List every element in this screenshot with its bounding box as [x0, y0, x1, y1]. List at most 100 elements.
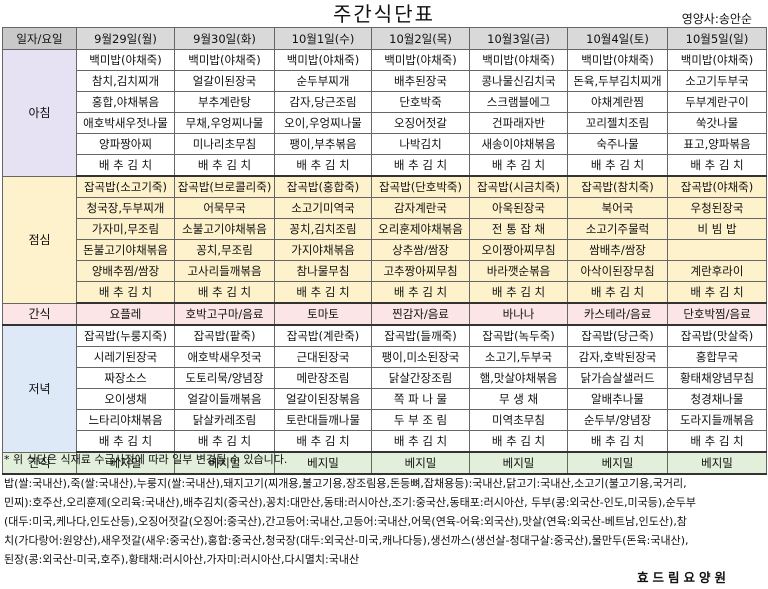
meal-row: 돈불고기야채볶음 꽁치,무조림 가지야채볶음 상추쌈/쌈장 오이짱아찌무침 쌈배추/쌈장: [3, 239, 767, 261]
menu-cell: 배 추 김 치: [174, 430, 275, 453]
menu-cell: 배추된장국: [371, 70, 470, 92]
menu-cell: 배 추 김 치: [274, 430, 372, 453]
menu-cell: 쑥갓나물: [667, 112, 767, 134]
menu-cell: 잡곡밥(당근죽): [567, 324, 668, 347]
weekly-menu-table: 일자/요일 9월29일(월) 9월30일(화) 10월1일(수) 10월2일(목…: [2, 27, 767, 475]
menu-cell: 잡곡밥(팥죽): [174, 324, 275, 347]
menu-cell: 배 추 김 치: [274, 281, 372, 304]
menu-cell: 백미밥(야채죽): [76, 49, 175, 71]
menu-cell: 참치,김치찌개: [76, 70, 175, 92]
menu-cell: 닭살카레조림: [174, 409, 275, 431]
menu-cell: 가자미,무조림: [76, 218, 175, 240]
menu-cell: 배 추 김 치: [469, 430, 568, 453]
menu-cell: 고추짱아찌무침: [371, 260, 470, 282]
menu-cell: 호박고구마/음료: [174, 302, 275, 326]
menu-cell: 가지야채볶음: [274, 239, 372, 261]
menu-cell: 메란장조림: [274, 367, 372, 389]
origin-info: 밥(쌀:국내산),죽(쌀:국내산),누룽지(쌀:국내산),돼지고기(찌개용,불고…: [4, 474, 764, 569]
menu-cell: 잡곡밥(야채죽): [667, 175, 767, 198]
menu-cell: 베지밀: [667, 451, 767, 475]
menu-cell: 배 추 김 치: [174, 281, 275, 304]
menu-cell: 청국장,두부찌개: [76, 197, 175, 219]
menu-cell: 잡곡밥(참치죽): [567, 175, 668, 198]
menu-cell: 나박김치: [371, 133, 470, 155]
menu-cell: 배 추 김 치: [567, 281, 668, 304]
page-title: 주간식단표: [333, 2, 435, 26]
menu-cell: 백미밥(야채죽): [469, 49, 568, 71]
menu-cell: 무 생 채: [469, 388, 568, 410]
menu-cell: 잡곡밥(브로콜리죽): [174, 175, 275, 198]
menu-cell: 잡곡밥(홍합죽): [274, 175, 372, 198]
menu-cell: 참나물무침: [274, 260, 372, 282]
menu-cell: 미역초무침: [469, 409, 568, 431]
nutritionist-label: 영양사:송안순: [681, 12, 752, 26]
menu-cell: 배 추 김 치: [469, 154, 568, 177]
menu-cell: 단호박죽: [371, 91, 470, 113]
menu-cell: 도라지들깨볶음: [667, 409, 767, 431]
menu-cell: 부추계란탕: [174, 91, 275, 113]
menu-cell: 바라깻순볶음: [469, 260, 568, 282]
origin-line: (대두:미국,케나다,인도산등),오징어젓갈(오징어:중국산),간고등어:국내산…: [4, 515, 687, 528]
menu-cell: 돈육,두부김치찌개: [567, 70, 668, 92]
menu-cell: 백미밥(야채죽): [174, 49, 275, 71]
menu-cell: 순두부찌개: [274, 70, 372, 92]
menu-cell: 배 추 김 치: [76, 154, 175, 177]
menu-cell: 햄,맛살야채볶음: [469, 367, 568, 389]
meal-row: 아침 백미밥(야채죽) 백미밥(야채죽) 백미밥(야채죽) 백미밥(야채죽) 백미밥(야채…: [2, 49, 767, 177]
column-header: 10월1일(수): [274, 27, 372, 50]
menu-cell: 바나나: [469, 302, 568, 326]
menu-cell: 애호박새우젓나물: [76, 112, 175, 134]
menu-cell: 양파짱아찌: [76, 133, 175, 155]
menu-cell: 알배추나물: [567, 388, 668, 410]
menu-cell: 미나리초무침: [174, 133, 275, 155]
menu-cell: 백미밥(야채죽): [667, 49, 767, 71]
menu-cell: 감자,호박된장국: [567, 346, 668, 368]
meal-row: 양파짱아찌 미나리초무침 팽이,부추볶음 나박김치 새송이야채볶음 숙주나물 표고,양파볶음: [3, 133, 767, 155]
menu-cell: 백미밥(야채죽): [274, 49, 372, 71]
menu-body: 아침 백미밥(야채죽) 백미밥(야채죽) 백미밥(야채죽) 백미밥(야채죽) 백미밥(야채…: [2, 49, 767, 475]
menu-cell: 소불고기야채볶음: [174, 218, 275, 240]
menu-cell: 베지밀: [469, 451, 568, 475]
menu-cell: 잡곡밥(들깨죽): [371, 324, 470, 347]
meal-row: 느타리야채볶음 닭살카레조림 토란대들깨나물 두 부 조 림 미역초무침 순두부/양념장 도…: [3, 409, 767, 431]
column-header: 일자/요일: [2, 27, 77, 50]
menu-cell: 오이생채: [76, 388, 175, 410]
menu-cell: 배 추 김 치: [667, 281, 767, 304]
menu-cell: 얼갈이된장국: [174, 70, 275, 92]
menu-cell: 홍합,야채볶음: [76, 91, 175, 113]
menu-cell: 돈불고기야채볶음: [76, 239, 175, 261]
menu-cell: 잡곡밥(소고기죽): [76, 175, 175, 198]
menu-cell: 베지밀: [174, 451, 275, 475]
menu-cell: 근대된장국: [274, 346, 372, 368]
menu-cell: 소고기주물럭: [567, 218, 668, 240]
menu-cell: 야채계란찜: [567, 91, 668, 113]
menu-cell: [667, 239, 767, 261]
menu-cell: 스크램블에그: [469, 91, 568, 113]
origin-line: 민찌):호주산,오리훈제(오리육:국내산),배추김치(중국산),꽁치:대만산,동…: [4, 496, 696, 509]
menu-cell: 아삭이된장무침: [567, 260, 668, 282]
menu-cell: 토마토: [274, 302, 372, 326]
menu-cell: 꽁치,김치조림: [274, 218, 372, 240]
menu-cell: 비 빔 밥: [667, 218, 767, 240]
menu-cell: 얼갈이들깨볶음: [174, 388, 275, 410]
menu-cell: 배 추 김 치: [567, 154, 668, 177]
menu-cell: 두 부 조 림: [371, 409, 470, 431]
menu-cell: 배 추 김 치: [371, 154, 470, 177]
menu-cell: 팽이,부추볶음: [274, 133, 372, 155]
menu-cell: 백미밥(야채죽): [371, 49, 470, 71]
menu-cell: 배 추 김 치: [567, 430, 668, 453]
menu-cell: 배 추 김 치: [667, 154, 767, 177]
menu-cell: 꽁치,무조림: [174, 239, 275, 261]
column-header: 10월5일(일): [667, 27, 767, 50]
menu-cell: 표고,양파볶음: [667, 133, 767, 155]
menu-cell: 애호박새우젓국: [174, 346, 275, 368]
menu-cell: 베지밀: [567, 451, 668, 475]
menu-cell: 배 추 김 치: [371, 281, 470, 304]
meal-label: 점심: [2, 175, 77, 304]
menu-cell: 배 추 김 치: [371, 430, 470, 453]
menu-cell: 순두부/양념장: [567, 409, 668, 431]
column-header: 9월29일(월): [76, 27, 175, 50]
menu-cell: 소고기미역국: [274, 197, 372, 219]
menu-cell: 소고기두부국: [667, 70, 767, 92]
